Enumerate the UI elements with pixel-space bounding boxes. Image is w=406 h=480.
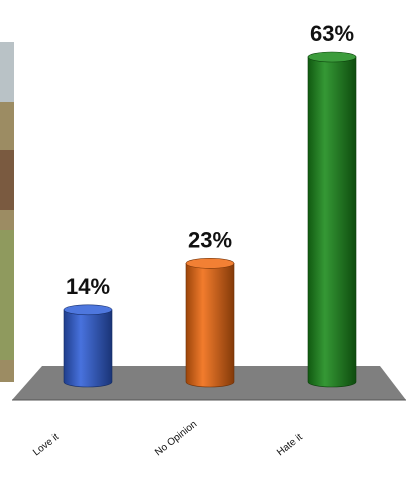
category-labels-group: Love it No Opinion Hate it	[31, 419, 305, 458]
value-label-love-it: 14%	[66, 274, 110, 299]
background-photo-fragment	[0, 42, 14, 382]
category-label-no-opinion: No Opinion	[153, 419, 199, 458]
value-label-hate-it: 63%	[310, 21, 354, 46]
bar-no-opinion	[185, 258, 235, 388]
category-label-love-it: Love it	[31, 431, 61, 458]
value-labels-group: 14% 23% 63%	[66, 21, 354, 299]
bar-hate-it	[307, 51, 357, 388]
bars-group	[63, 51, 357, 388]
bar-love-it	[63, 304, 113, 388]
value-label-no-opinion: 23%	[188, 227, 232, 252]
category-label-hate-it: Hate it	[275, 432, 305, 459]
